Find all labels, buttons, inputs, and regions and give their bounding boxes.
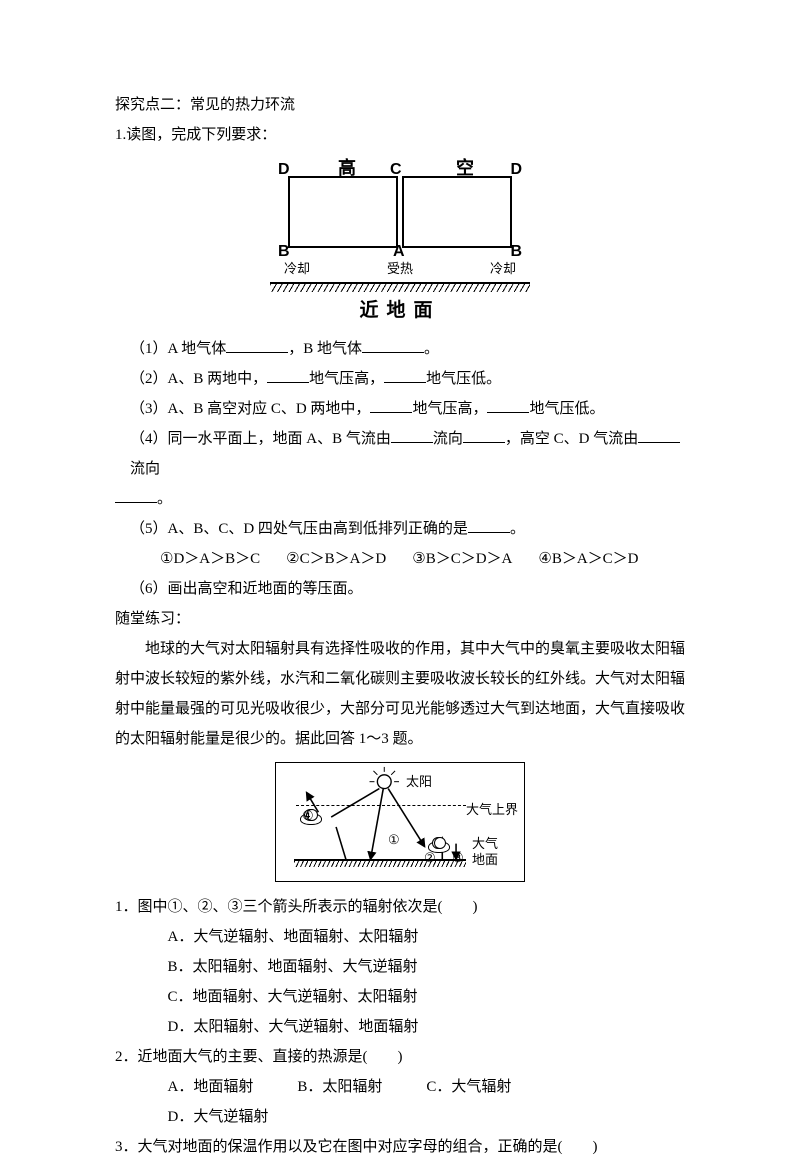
num-4: ④	[302, 803, 314, 829]
q1-2: （2）A、B 两地中，地气压高，地气压低。	[115, 364, 685, 394]
num-3: ③	[452, 845, 464, 871]
mc1-stem: 1．图中①、②、③三个箭头所表示的辐射依次是( )	[115, 892, 685, 922]
mc1-B: B．太阳辐射、地面辐射、大气逆辐射	[115, 952, 685, 982]
q1-3: （3）A、B 高空对应 C、D 两地中，地气压高，地气压低。	[115, 394, 685, 424]
num-1: ①	[388, 827, 400, 853]
ground-line	[294, 859, 466, 867]
label-sun: 太阳	[406, 769, 432, 795]
mc2-stem: 2．近地面大气的主要、直接的热源是( )	[115, 1042, 685, 1072]
label-A: A	[393, 236, 405, 268]
q1-4b: 。	[115, 484, 685, 514]
practice-title: 随堂练习：	[115, 604, 685, 634]
section-title: 探究点二：常见的热力环流	[115, 90, 685, 120]
ground-hatch	[270, 282, 530, 292]
label-B-left: B	[278, 236, 290, 268]
label-atmo-top: 大气上界	[466, 797, 518, 823]
atmosphere-line	[296, 805, 466, 806]
box-right	[402, 176, 512, 248]
ground-label: 近地面	[270, 292, 530, 330]
diagram-1: 高 空 D C D B A B 冷却 受热 冷却 近地面	[115, 156, 685, 330]
box-left	[288, 176, 398, 248]
mc1-C: C．地面辐射、大气逆辐射、太阳辐射	[115, 982, 685, 1012]
mc1-D: D．太阳辐射、大气逆辐射、地面辐射	[115, 1012, 685, 1042]
label-ground: 地面	[472, 847, 498, 873]
passage: 地球的大气对太阳辐射具有选择性吸收的作用，其中大气中的臭氧主要吸收太阳辐射中波长…	[115, 634, 685, 754]
q1-1: （1）A 地气体，B 地气体。	[115, 334, 685, 364]
q1-5: （5）A、B、C、D 四处气压由高到低排列正确的是。	[115, 514, 685, 544]
mc3-stem: 3．大气对地面的保温作用以及它在图中对应字母的组合，正确的是( )	[115, 1132, 685, 1162]
num-2: ②	[424, 845, 436, 871]
q1-6: （6）画出高空和近地面的等压面。	[115, 574, 685, 604]
label-B-right: B	[510, 236, 522, 268]
q1-4: （4）同一水平面上，地面 A、B 气流由流向，高空 C、D 气流由流向	[115, 424, 685, 484]
mc1-A: A．大气逆辐射、地面辐射、太阳辐射	[115, 922, 685, 952]
instruction: 1.读图，完成下列要求：	[115, 120, 685, 150]
diagram-2: 太阳 大气上界 大气 地面 ① ② ③ ④	[275, 762, 525, 882]
label-D-right: D	[510, 154, 522, 186]
mc2-options: A．地面辐射B．太阳辐射C．大气辐射D．大气逆辐射	[115, 1072, 685, 1132]
q1-5-choices: ①D＞A＞B＞C②C＞B＞A＞D③B＞C＞D＞A④B＞A＞C＞D	[115, 544, 685, 574]
